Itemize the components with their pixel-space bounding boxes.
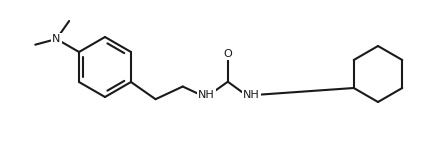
Text: N: N: [52, 34, 61, 44]
Text: NH: NH: [198, 90, 215, 100]
Text: NH: NH: [243, 90, 260, 100]
Text: O: O: [223, 49, 232, 59]
